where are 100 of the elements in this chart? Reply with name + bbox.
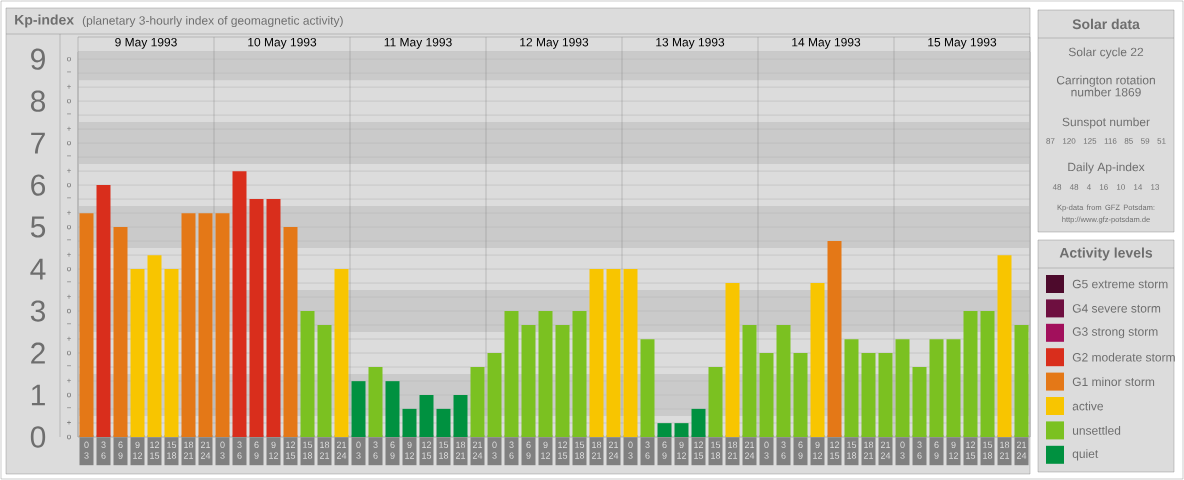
text: Carrington rotation number 1869 — [1056, 75, 1155, 97]
x-tick-label: 6 9 — [118, 441, 123, 459]
x-tick-label: 3 6 — [781, 441, 786, 459]
x-tick-label: 21 24 — [200, 441, 211, 459]
y-tick-label: 2 — [31, 342, 45, 364]
text: o — [67, 308, 71, 314]
text: o — [67, 266, 71, 272]
text: + — [67, 420, 71, 425]
text: 10 May 1993 — [248, 37, 317, 49]
y-tick-label: 1 — [31, 384, 45, 406]
x-tick-label: 9 12 — [133, 441, 143, 459]
x-tick-label: 21 24 — [1016, 441, 1027, 459]
y-tick-label: 3 — [30, 300, 46, 322]
text: + — [67, 84, 71, 89]
x-tick-label: 0 3 — [220, 441, 225, 459]
x-tick-label: 12 15 — [830, 441, 840, 459]
text: − — [67, 281, 71, 283]
x-tick-label: 0 3 — [900, 441, 905, 459]
x-tick-label: 18 21 — [319, 441, 330, 459]
y-tick-label: 6 — [31, 174, 46, 196]
legend-label: G4 severe storm — [1072, 304, 1161, 313]
text: o — [67, 140, 71, 146]
x-tick-label: 0 3 — [356, 441, 361, 459]
x-tick-label: 15 18 — [983, 441, 993, 459]
text: − — [67, 71, 71, 73]
legend-label: G3 strong storm — [1072, 327, 1158, 339]
legend-title: Activity levels — [1059, 247, 1153, 261]
text: 15 May 1993 — [928, 37, 997, 49]
text: + — [67, 168, 71, 173]
text: Solar data — [1072, 18, 1140, 30]
legend-label: G5 extreme storm — [1072, 279, 1168, 289]
x-tick-label: 6 9 — [526, 441, 531, 459]
chart-title: Kp-index — [15, 14, 74, 28]
text: 13 May 1993 — [656, 37, 725, 49]
x-tick-label: 3 6 — [509, 441, 514, 459]
x-tick-label: 18 21 — [999, 441, 1010, 459]
y-tick-label: 5 — [30, 216, 46, 238]
x-tick-label: 18 21 — [727, 441, 738, 459]
x-tick-label: 15 18 — [711, 441, 721, 459]
text: + — [67, 294, 71, 299]
text: 87 120 125 116 85 59 51 — [1046, 138, 1166, 144]
x-tick-label: 6 9 — [798, 441, 803, 459]
x-tick-label: 18 21 — [863, 441, 874, 459]
x-tick-label: 21 24 — [336, 441, 347, 459]
text: + — [67, 126, 71, 131]
x-tick-label: 15 18 — [439, 441, 449, 459]
x-tick-label: 0 3 — [628, 441, 633, 459]
y-tick-label: 7 — [31, 132, 45, 154]
y-tick-label: 8 — [30, 90, 46, 112]
x-tick-label: 9 12 — [677, 441, 687, 459]
text: 12 May 1993 — [520, 37, 589, 49]
x-tick-label: 21 24 — [880, 441, 891, 459]
text: + — [67, 336, 71, 341]
x-tick-label: 21 24 — [472, 441, 483, 459]
x-tick-label: 21 24 — [608, 441, 619, 459]
x-tick-label: 9 12 — [813, 441, 823, 459]
text: 14 May 1993 — [792, 37, 861, 49]
x-tick-label: 3 6 — [645, 441, 650, 459]
x-tick-label: 12 15 — [694, 441, 704, 459]
legend-label: G2 moderate storm — [1072, 352, 1175, 362]
x-tick-label: 0 3 — [764, 441, 769, 459]
text: 11 May 1993 — [384, 37, 452, 49]
x-tick-label: 9 12 — [269, 441, 279, 459]
legend-label: quiet — [1072, 449, 1099, 461]
text: − — [67, 239, 71, 241]
text: − — [67, 365, 71, 367]
chart-subtitle: (planetary 3-hourly index of geomagnetic activity) — [82, 15, 343, 28]
x-tick-label: 12 15 — [150, 441, 160, 459]
x-tick-label: 18 21 — [183, 441, 194, 459]
text: − — [67, 113, 71, 115]
text: o — [67, 224, 71, 230]
text: − — [67, 155, 71, 157]
text: o — [67, 350, 71, 356]
text: + — [67, 252, 71, 257]
x-tick-label: 6 9 — [934, 441, 939, 459]
y-tick-label: 9 — [31, 48, 45, 70]
text: o — [67, 182, 71, 188]
x-tick-label: 3 6 — [373, 441, 378, 459]
x-tick-label: 6 9 — [390, 441, 395, 459]
text: + — [67, 378, 71, 383]
text: Solar cycle 22 — [1068, 47, 1144, 59]
x-tick-label: 3 6 — [917, 441, 922, 459]
x-tick-label: 12 15 — [286, 441, 296, 459]
text: − — [67, 323, 71, 325]
x-tick-label: 12 15 — [558, 441, 568, 459]
x-tick-label: 12 15 — [966, 441, 976, 459]
x-tick-label: 15 18 — [847, 441, 857, 459]
legend-label: G1 minor storm — [1072, 377, 1155, 386]
text: + — [67, 210, 71, 215]
x-tick-label: 6 9 — [662, 441, 667, 459]
x-tick-label: 0 3 — [84, 441, 89, 459]
text: Sunspot number — [1062, 117, 1150, 129]
text: o — [67, 392, 71, 398]
x-tick-label: 18 21 — [455, 441, 466, 459]
x-tick-label: 18 21 — [591, 441, 602, 459]
x-tick-label: 9 12 — [949, 441, 959, 459]
text: − — [67, 197, 71, 199]
y-tick-label: 4 — [30, 258, 46, 280]
x-tick-label: 3 6 — [237, 441, 242, 459]
legend-label: unsettled — [1072, 426, 1121, 435]
